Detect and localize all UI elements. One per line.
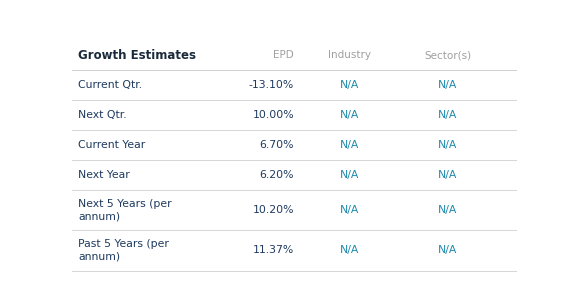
Text: Sector(s): Sector(s) [424,50,471,60]
Text: 6.70%: 6.70% [259,140,294,150]
Text: N/A: N/A [340,205,359,215]
Text: N/A: N/A [438,245,457,255]
Text: Industry: Industry [328,50,371,60]
Text: Current Year: Current Year [79,140,146,150]
Text: 6.20%: 6.20% [259,170,294,180]
Text: Next Year: Next Year [79,170,130,180]
Text: Next 5 Years (per
annum): Next 5 Years (per annum) [79,199,172,221]
Text: N/A: N/A [340,110,359,120]
Text: N/A: N/A [438,110,457,120]
Text: N/A: N/A [438,140,457,150]
Text: N/A: N/A [340,245,359,255]
Text: 10.20%: 10.20% [253,205,294,215]
Text: N/A: N/A [340,80,359,90]
Text: EPD: EPD [273,50,294,60]
Text: N/A: N/A [438,205,457,215]
Text: Past 5 Years (per
annum): Past 5 Years (per annum) [79,239,169,262]
Text: Growth Estimates: Growth Estimates [79,49,196,62]
Text: N/A: N/A [438,80,457,90]
Text: N/A: N/A [438,170,457,180]
Text: Next Qtr.: Next Qtr. [79,110,127,120]
Text: -13.10%: -13.10% [249,80,294,90]
Text: N/A: N/A [340,170,359,180]
Text: Current Qtr.: Current Qtr. [79,80,142,90]
Text: 10.00%: 10.00% [253,110,294,120]
Text: 11.37%: 11.37% [253,245,294,255]
Text: N/A: N/A [340,140,359,150]
